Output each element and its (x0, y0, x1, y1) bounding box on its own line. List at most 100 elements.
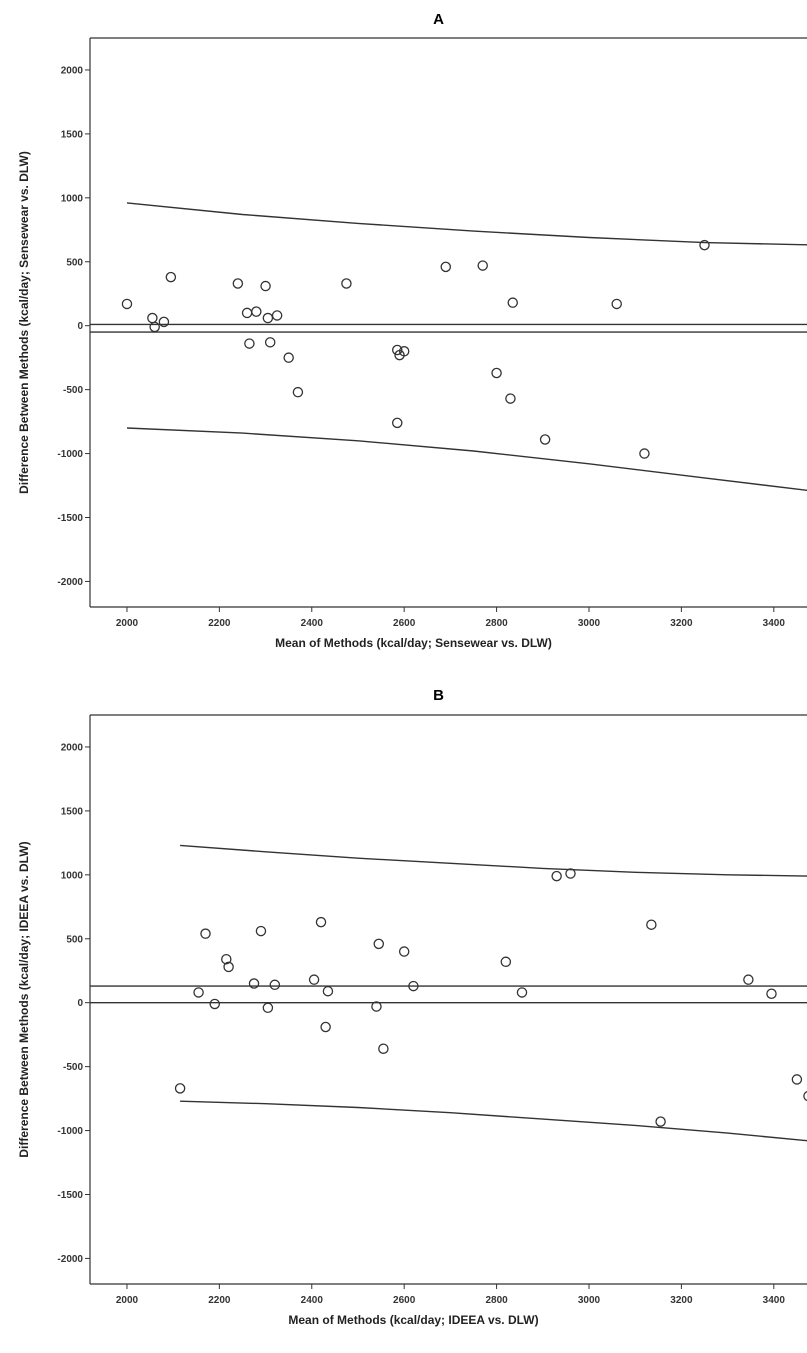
panel-title: A (433, 11, 444, 28)
data-point (209, 998, 220, 1010)
x-tick-label: 3200 (670, 618, 693, 629)
x-tick-label: 2000 (116, 1295, 139, 1306)
data-point (391, 344, 403, 356)
data-point (251, 306, 262, 317)
y-tick-label: -2000 (57, 577, 83, 588)
x-tick-label: 2600 (393, 618, 416, 629)
data-point (477, 260, 488, 271)
y-tick-label: -1000 (57, 449, 83, 460)
x-tick-label: 3200 (670, 1295, 693, 1306)
data-point (639, 448, 650, 459)
panel-title: B (433, 687, 444, 704)
data-point (491, 367, 502, 379)
data-point (398, 946, 410, 957)
data-point (743, 974, 754, 985)
panel-b: B 2000 1500 1000 500 0 -500 -1000 -1500 -2000 2000… (17, 687, 807, 1327)
x-axis-title: Mean of Methods (kcal/day; IDEEA vs. DLW… (288, 1313, 538, 1327)
y-tick-label: 2000 (61, 65, 84, 76)
x-tick-label: 2200 (208, 1295, 231, 1306)
x-tick-label: 3400 (763, 1295, 786, 1306)
y-tick-label: -500 (63, 385, 83, 396)
data-point (121, 298, 133, 310)
y-tick-label: 1500 (61, 806, 84, 817)
data-point (292, 386, 304, 398)
data-point (241, 307, 253, 319)
data-point (398, 346, 410, 357)
data-point (255, 925, 267, 937)
data-point (223, 961, 234, 973)
limit-of-agreement-curve (180, 844, 807, 877)
data-point (200, 928, 211, 939)
data-point (646, 919, 657, 930)
data-point (551, 870, 562, 882)
data-point (803, 1090, 807, 1102)
x-tick-label: 2800 (485, 618, 508, 629)
x-tick-label: 2200 (208, 618, 231, 629)
y-tick-label: 2000 (61, 742, 84, 753)
y-tick-label: -1500 (57, 1190, 83, 1201)
data-point (505, 393, 516, 404)
data-point (371, 1001, 382, 1012)
data-point (565, 868, 576, 879)
data-point (655, 1116, 666, 1127)
y-tick-label: 0 (77, 998, 83, 1009)
x-axis-title: Mean of Methods (kcal/day; Sensewear vs.… (275, 636, 552, 650)
y-tick-label: -1500 (57, 513, 83, 524)
data-point (408, 980, 419, 992)
data-point (322, 985, 334, 997)
data-point (232, 278, 244, 289)
data-point (262, 312, 274, 324)
data-point (193, 987, 204, 998)
x-tick-label: 3400 (763, 618, 786, 629)
data-point (507, 297, 519, 308)
data-point (440, 261, 452, 273)
panel-a: A 2000 1500 1000 500 0 -500 -1000 -1500 -2000 2000… (17, 11, 807, 650)
x-tick-label: 2000 (116, 618, 139, 629)
data-point (174, 1083, 186, 1094)
data-point (539, 434, 551, 445)
data-point (500, 956, 512, 968)
data-point (699, 239, 710, 251)
data-point (320, 1021, 331, 1033)
y-tick-label: -1000 (57, 1126, 83, 1137)
data-point (516, 987, 528, 998)
x-tick-label: 3000 (578, 1295, 601, 1306)
y-tick-label: 0 (77, 321, 83, 332)
y-tick-label: -2000 (57, 1254, 83, 1265)
y-tick-label: -500 (63, 1062, 83, 1073)
data-point (373, 938, 385, 950)
data-point (262, 1002, 274, 1014)
data-point (611, 298, 622, 310)
x-tick-label: 2600 (393, 1295, 416, 1306)
y-tick-label: 1000 (61, 193, 84, 204)
data-point (378, 1043, 389, 1054)
x-tick-label: 3000 (578, 618, 601, 629)
x-tick-label: 2800 (485, 1295, 508, 1306)
data-point (391, 417, 403, 429)
data-point (315, 916, 327, 928)
limit-of-agreement-curve (126, 427, 807, 492)
data-point (308, 974, 320, 985)
data-point (269, 979, 281, 991)
limit-of-agreement-curve (180, 1100, 807, 1142)
data-point (165, 271, 177, 283)
y-axis-title: Difference Between Methods (kcal/day; Se… (17, 151, 31, 494)
data-point (248, 978, 260, 989)
data-point (149, 321, 160, 333)
y-tick-label: 1000 (61, 870, 84, 881)
data-point (264, 337, 276, 348)
data-point (283, 352, 294, 363)
y-tick-label: 1500 (61, 129, 84, 140)
data-point (221, 953, 232, 965)
data-point (271, 310, 283, 321)
x-tick-label: 2400 (301, 1295, 324, 1306)
data-point (147, 312, 158, 324)
data-point (341, 278, 352, 289)
limit-of-agreement-curve (126, 202, 807, 246)
y-axis-title: Difference Between Methods (kcal/day; ID… (17, 841, 31, 1157)
data-point (260, 280, 271, 292)
y-tick-label: 500 (66, 934, 83, 945)
data-point (766, 988, 777, 999)
x-tick-label: 2400 (301, 618, 324, 629)
